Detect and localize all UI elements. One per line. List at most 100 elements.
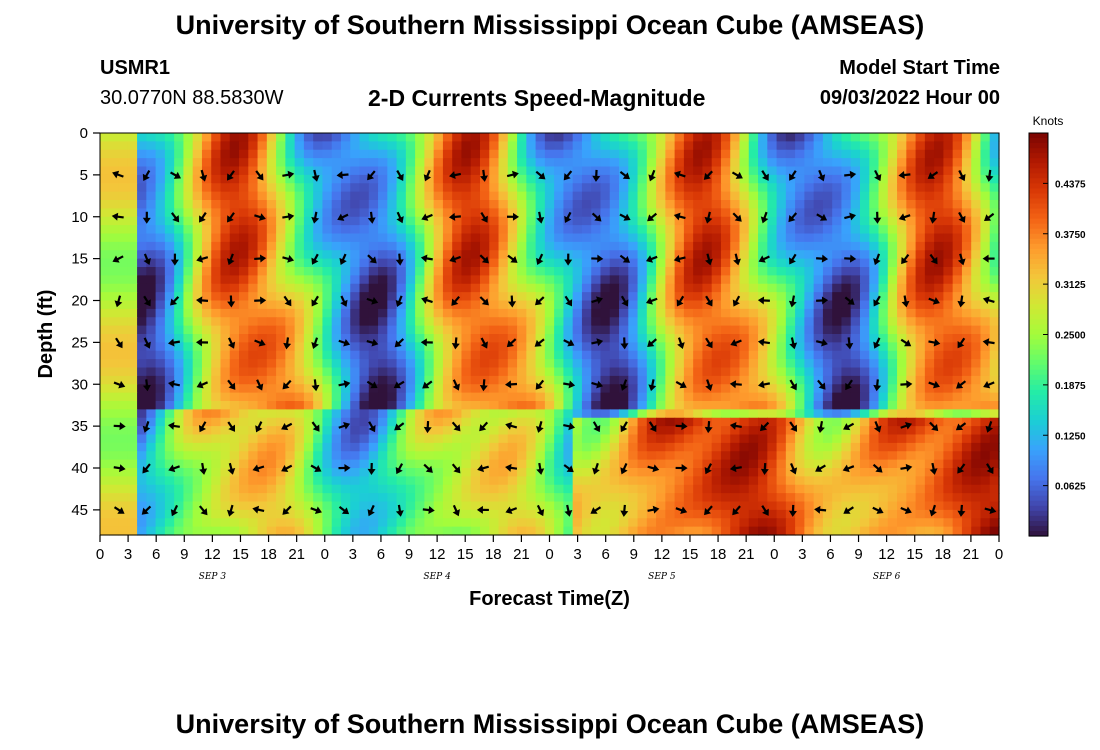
heatmap-cell [498,325,509,335]
heatmap-cell [581,292,592,302]
heatmap-cell [118,283,129,293]
heatmap-cell [720,267,731,276]
heatmap-cell [619,434,629,444]
heatmap-cell [192,275,203,285]
heatmap-cell [433,250,444,260]
heatmap-cell [442,300,453,310]
heatmap-cell [544,283,555,293]
heatmap-cell [517,149,527,159]
heatmap-cell [572,384,583,394]
heatmap-cell [952,350,963,360]
heatmap-cell [433,166,444,176]
heatmap-cell [109,434,120,444]
heatmap-cell [906,384,917,394]
heatmap-cell [600,459,611,469]
heatmap-cell [479,208,490,218]
heatmap-cell [943,375,954,385]
heatmap-cell [683,426,694,436]
heatmap-cell [563,484,574,494]
heatmap-cell [183,158,194,168]
heatmap-cell [387,216,398,226]
heatmap-cell [229,484,240,494]
heatmap-cell [591,384,602,394]
heatmap-cell [507,208,518,218]
heatmap-cell [637,484,648,494]
heatmap-cell [748,308,759,318]
heatmap-cell [489,409,500,419]
heatmap-cell [628,442,639,452]
heatmap-cell [248,149,259,159]
arrow-head [481,256,489,264]
heatmap-cell [758,375,768,385]
heatmap-cell [378,292,388,302]
heatmap-cell [405,325,416,335]
heatmap-cell [683,501,694,511]
arrow-head [337,213,345,221]
heatmap-cell [637,359,648,369]
heatmap-cell [378,250,388,260]
heatmap-cell [359,208,370,218]
heatmap-cell [331,183,342,193]
arrow-head [142,217,151,224]
heatmap-cell [340,334,351,343]
heatmap-cell [554,334,564,343]
heatmap-cell [340,384,351,394]
heatmap-cell [257,191,268,201]
heatmap-cell [711,442,722,452]
heatmap-cell [989,191,1000,201]
heatmap-cell [266,300,277,310]
heatmap-cell [424,501,435,511]
heatmap-cell [832,258,843,268]
heatmap-cell [628,342,639,352]
heatmap-cell [869,526,880,536]
arrow-head [705,258,713,266]
heatmap-cell [266,509,277,519]
heatmap-cell [554,451,564,461]
heatmap-cell [915,174,926,184]
heatmap-cell [201,426,212,436]
heatmap-cell [989,275,1000,285]
heatmap-cell [359,233,370,243]
heatmap-cell [656,275,666,285]
heatmap-cell [368,509,379,519]
heatmap-cell [248,451,259,461]
heatmap-cell [730,401,741,410]
heatmap-cell [693,191,704,201]
heatmap-cell [674,191,685,201]
heatmap-cell [276,133,286,142]
heatmap-cell [906,409,917,419]
heatmap-cell [266,359,277,369]
heatmap-cell [368,208,379,218]
heatmap-cell [479,518,490,528]
heatmap-cell [303,275,314,285]
heatmap-cell [285,350,296,360]
heatmap-cell [822,409,833,419]
heatmap-cell [266,183,277,193]
heatmap-cell [378,241,388,251]
heatmap-cell [507,174,518,184]
heatmap-cell [470,493,481,503]
heatmap-cell [489,141,500,151]
heatmap-cell [934,518,944,528]
heatmap-cell [934,526,944,536]
heatmap-cell [683,250,694,260]
heatmap-cell [489,468,500,477]
heatmap-cell [137,325,147,335]
heatmap-cell [665,434,676,444]
heatmap-cell [239,384,249,394]
heatmap-cell [424,174,435,184]
heatmap-cell [378,359,388,369]
heatmap-cell [331,476,342,486]
heatmap-cell [859,401,870,410]
heatmap-cell [294,459,305,469]
heatmap-cell [554,468,564,477]
heatmap-cell [600,434,611,444]
heatmap-cell [266,317,277,327]
heatmap-cell [980,141,991,151]
heatmap-cell [878,317,889,327]
heatmap-cell [804,334,815,343]
heatmap-cell [387,350,398,360]
heatmap-cell [248,518,259,528]
heatmap-cell [600,526,611,536]
heatmap-cell [646,442,657,452]
